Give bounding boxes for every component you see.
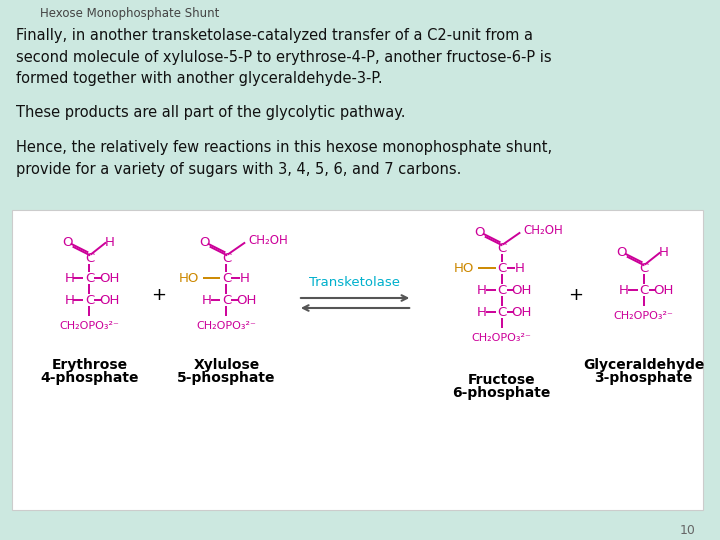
Text: 4-phosphate: 4-phosphate bbox=[40, 371, 139, 385]
Text: HO: HO bbox=[179, 272, 199, 285]
Text: Glyceraldehyde: Glyceraldehyde bbox=[583, 358, 704, 372]
Text: C: C bbox=[497, 241, 506, 254]
Text: HO: HO bbox=[454, 261, 474, 274]
Text: H: H bbox=[477, 284, 487, 296]
Text: O: O bbox=[616, 246, 627, 259]
Text: C: C bbox=[497, 261, 506, 274]
Text: C: C bbox=[85, 272, 94, 285]
Text: H: H bbox=[202, 294, 212, 307]
Text: Finally, in another transketolase-catalyzed transfer of a C2-unit from a
second : Finally, in another transketolase-cataly… bbox=[16, 28, 552, 86]
Text: H: H bbox=[618, 284, 629, 296]
Text: +: + bbox=[569, 286, 584, 304]
Text: CH₂OPO₃²⁻: CH₂OPO₃²⁻ bbox=[60, 321, 120, 331]
Text: Hexose Monophosphate Shunt: Hexose Monophosphate Shunt bbox=[40, 8, 219, 21]
Text: 3-phosphate: 3-phosphate bbox=[595, 371, 693, 385]
Text: CH₂OPO₃²⁻: CH₂OPO₃²⁻ bbox=[472, 333, 531, 343]
Text: CH₂OH: CH₂OH bbox=[523, 224, 563, 237]
Text: C: C bbox=[222, 294, 231, 307]
Text: H: H bbox=[515, 261, 524, 274]
Bar bbox=[12, 210, 703, 510]
Text: C: C bbox=[85, 252, 94, 265]
Text: C: C bbox=[85, 294, 94, 307]
Text: O: O bbox=[63, 235, 73, 248]
Text: OH: OH bbox=[511, 284, 531, 296]
Text: Erythrose: Erythrose bbox=[51, 358, 127, 372]
Text: C: C bbox=[639, 284, 648, 296]
Text: H: H bbox=[239, 272, 249, 285]
Text: OH: OH bbox=[99, 272, 120, 285]
Text: Transketolase: Transketolase bbox=[309, 275, 400, 288]
Text: CH₂OPO₃²⁻: CH₂OPO₃²⁻ bbox=[197, 321, 256, 331]
Text: OH: OH bbox=[653, 284, 674, 296]
Text: H: H bbox=[104, 235, 114, 248]
Text: 10: 10 bbox=[680, 523, 696, 537]
Text: O: O bbox=[199, 235, 210, 248]
Text: H: H bbox=[65, 272, 74, 285]
Text: H: H bbox=[65, 294, 74, 307]
Text: H: H bbox=[659, 246, 668, 259]
Text: C: C bbox=[222, 252, 231, 265]
Text: Xylulose: Xylulose bbox=[194, 358, 260, 372]
Text: OH: OH bbox=[511, 306, 531, 319]
Text: CH₂OPO₃²⁻: CH₂OPO₃²⁻ bbox=[613, 311, 673, 321]
Text: C: C bbox=[639, 261, 648, 274]
Text: 5-phosphate: 5-phosphate bbox=[177, 371, 276, 385]
Text: CH₂OH: CH₂OH bbox=[248, 233, 288, 246]
Text: Hence, the relatively few reactions in this hexose monophosphate shunt,
provide : Hence, the relatively few reactions in t… bbox=[16, 140, 552, 177]
Text: C: C bbox=[222, 272, 231, 285]
Text: Fructose: Fructose bbox=[468, 373, 536, 387]
Text: H: H bbox=[477, 306, 487, 319]
Text: +: + bbox=[151, 286, 166, 304]
Text: C: C bbox=[497, 306, 506, 319]
Text: C: C bbox=[497, 284, 506, 296]
Text: OH: OH bbox=[99, 294, 120, 307]
Text: These products are all part of the glycolytic pathway.: These products are all part of the glyco… bbox=[16, 105, 405, 120]
Text: 6-phosphate: 6-phosphate bbox=[452, 386, 551, 400]
Text: O: O bbox=[474, 226, 485, 239]
Text: OH: OH bbox=[236, 294, 256, 307]
